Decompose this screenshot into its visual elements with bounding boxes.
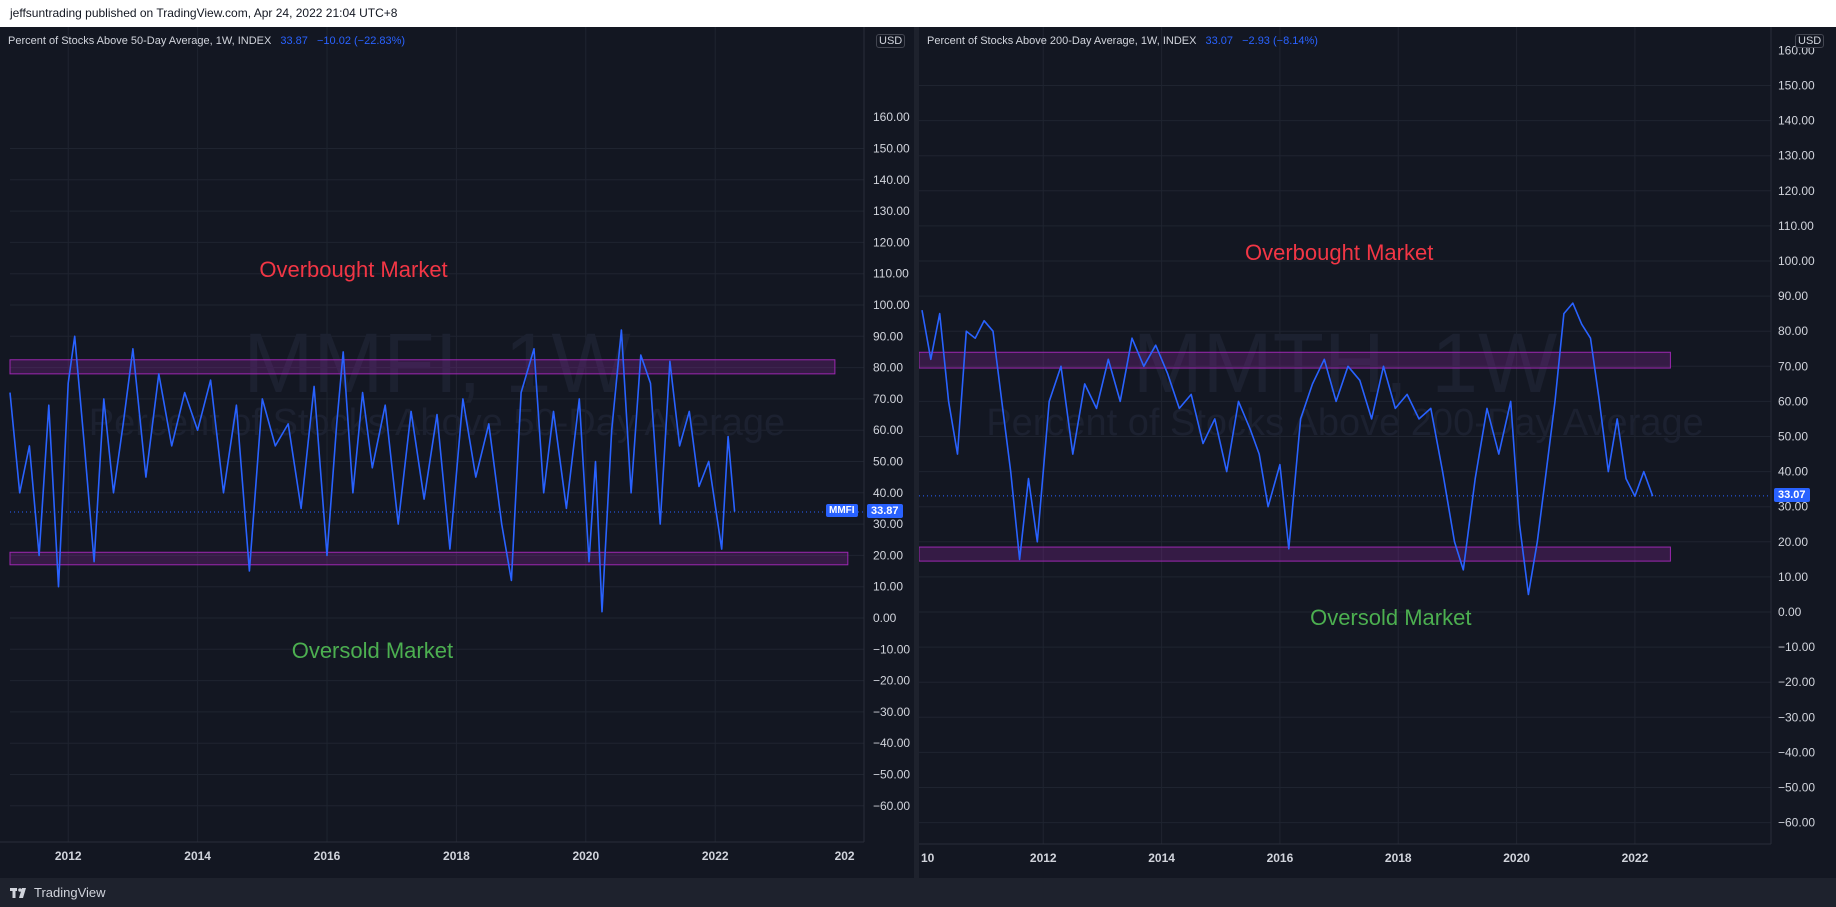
legend-title-right: Percent of Stocks Above 200-Day Average,… <box>927 35 1197 47</box>
y-tick-label: 40.00 <box>1778 465 1808 479</box>
y-tick-label: −40.00 <box>873 736 910 750</box>
y-tick-label: 150.00 <box>873 142 910 156</box>
y-tick-label: −50.00 <box>873 768 910 782</box>
legend-last-left: 33.87 <box>280 35 308 47</box>
watermark-symbol: MMFI, 1W <box>243 316 630 410</box>
y-tick-label: 100.00 <box>873 298 910 312</box>
x-tick-label: 2020 <box>1503 851 1530 865</box>
footer-bar: TradingView <box>0 878 1836 907</box>
y-tick-label: 20.00 <box>873 548 903 562</box>
y-tick-label: 80.00 <box>873 361 903 375</box>
x-tick-label: 2018 <box>443 849 470 863</box>
zone-box-1 <box>9 551 849 566</box>
chart-pane-left[interactable]: MMFI, 1W Percent of Stocks Above 50-Day A… <box>0 27 915 878</box>
y-tick-label: 130.00 <box>873 204 910 218</box>
x-tick-label: 2022 <box>702 849 729 863</box>
y-tick-label: 90.00 <box>873 329 903 343</box>
x-tick-label: 2012 <box>55 849 82 863</box>
x-tick-label: 2014 <box>1148 851 1175 865</box>
y-tick-label: 120.00 <box>1778 184 1815 198</box>
zone-box-0 <box>919 351 1671 369</box>
x-tick-label: 2012 <box>1030 851 1057 865</box>
legend-left[interactable]: Percent of Stocks Above 50-Day Average, … <box>8 35 405 47</box>
tradingview-logo-icon <box>10 887 26 898</box>
y-tick-label: 0.00 <box>1778 605 1802 619</box>
y-tick-label: 10.00 <box>1778 570 1808 584</box>
y-tick-label: 30.00 <box>873 517 903 531</box>
y-tick-label: 20.00 <box>1778 535 1808 549</box>
y-tick-label: 100.00 <box>1778 254 1815 268</box>
y-tick-label: −10.00 <box>873 642 910 656</box>
y-tick-label: −20.00 <box>1778 675 1815 689</box>
y-tick-label: −10.00 <box>1778 640 1815 654</box>
currency-label-right[interactable]: USD <box>1795 34 1825 48</box>
y-tick-label: 70.00 <box>1778 359 1808 373</box>
published-header: jeffsuntrading published on TradingView.… <box>0 0 1836 27</box>
overbought-annotation-left: Overbought Market <box>259 256 448 282</box>
y-tick-label: −30.00 <box>1778 710 1815 724</box>
legend-title-left: Percent of Stocks Above 50-Day Average, … <box>8 35 272 47</box>
y-tick-label: 30.00 <box>1778 500 1808 514</box>
series-line <box>9 329 736 613</box>
series-line <box>921 302 1654 596</box>
watermark-symbol: MMTH, 1W <box>1133 316 1558 410</box>
x-tick-label: 2022 <box>1622 851 1649 865</box>
zone-box-1 <box>919 546 1671 562</box>
x-tick-label: 2016 <box>1267 851 1294 865</box>
x-tick-label: 2014 <box>184 849 211 863</box>
y-tick-label: 80.00 <box>1778 324 1808 338</box>
zone-box-0 <box>9 359 836 375</box>
symbol-label-left: MMFI <box>826 503 858 517</box>
x-tick-label-partial: 10 <box>921 851 935 865</box>
pane-divider[interactable] <box>914 27 919 878</box>
legend-last-right: 33.07 <box>1205 35 1234 47</box>
y-tick-label: −50.00 <box>1778 781 1815 795</box>
y-tick-label: 50.00 <box>873 455 903 469</box>
last-price-label-right: 33.07 <box>1774 487 1810 502</box>
oversold-annotation-right: Oversold Market <box>1310 605 1472 631</box>
y-tick-label: 90.00 <box>1778 289 1808 303</box>
oversold-annotation-left: Oversold Market <box>291 638 454 664</box>
y-tick-label: 60.00 <box>1778 394 1808 408</box>
y-tick-label: 0.00 <box>873 611 897 625</box>
published-text: jeffsuntrading published on TradingView.… <box>10 6 398 20</box>
y-tick-label: 110.00 <box>873 267 909 281</box>
legend-right[interactable]: Percent of Stocks Above 200-Day Average,… <box>927 35 1318 47</box>
overbought-annotation-right: Overbought Market <box>1245 239 1434 265</box>
y-tick-label: 140.00 <box>873 173 910 187</box>
watermark-description: Percent of Stocks Above 200-Day Average <box>986 402 1704 444</box>
y-tick-label: −40.00 <box>1778 745 1815 759</box>
watermark-description: Percent of Stocks Above 50-Day Average <box>89 402 785 444</box>
y-tick-label: 130.00 <box>1778 149 1815 163</box>
y-tick-label: −20.00 <box>873 674 910 688</box>
y-tick-label: 60.00 <box>873 423 903 437</box>
x-tick-label-partial: 202 <box>835 849 855 863</box>
y-tick-label: −60.00 <box>1778 816 1815 830</box>
currency-label-left[interactable]: USD <box>876 34 906 48</box>
y-tick-label: 50.00 <box>1778 430 1808 444</box>
chart-pane-right[interactable]: MMTH, 1W Percent of Stocks Above 200-Day … <box>919 27 1836 878</box>
footer-brand: TradingView <box>34 885 106 900</box>
y-tick-label: 10.00 <box>873 580 903 594</box>
last-price-label-left: 33.87 <box>867 503 903 518</box>
legend-change-left: −10.02 (−22.83%) <box>316 35 406 47</box>
y-tick-label-top: 160.00 <box>873 110 910 124</box>
y-tick-label: 140.00 <box>1778 114 1815 128</box>
x-tick-label: 2020 <box>572 849 599 863</box>
y-tick-label: 110.00 <box>1778 219 1814 233</box>
y-tick-label: 70.00 <box>873 392 903 406</box>
legend-change-right: −2.93 (−8.14%) <box>1242 35 1318 47</box>
y-tick-label: 40.00 <box>873 486 903 500</box>
x-tick-label: 2016 <box>314 849 341 863</box>
y-tick-label: 150.00 <box>1778 79 1815 93</box>
y-tick-label: −30.00 <box>873 705 910 719</box>
y-tick-label: 120.00 <box>873 235 910 249</box>
x-tick-label: 2018 <box>1385 851 1412 865</box>
y-tick-label: −60.00 <box>873 799 910 813</box>
